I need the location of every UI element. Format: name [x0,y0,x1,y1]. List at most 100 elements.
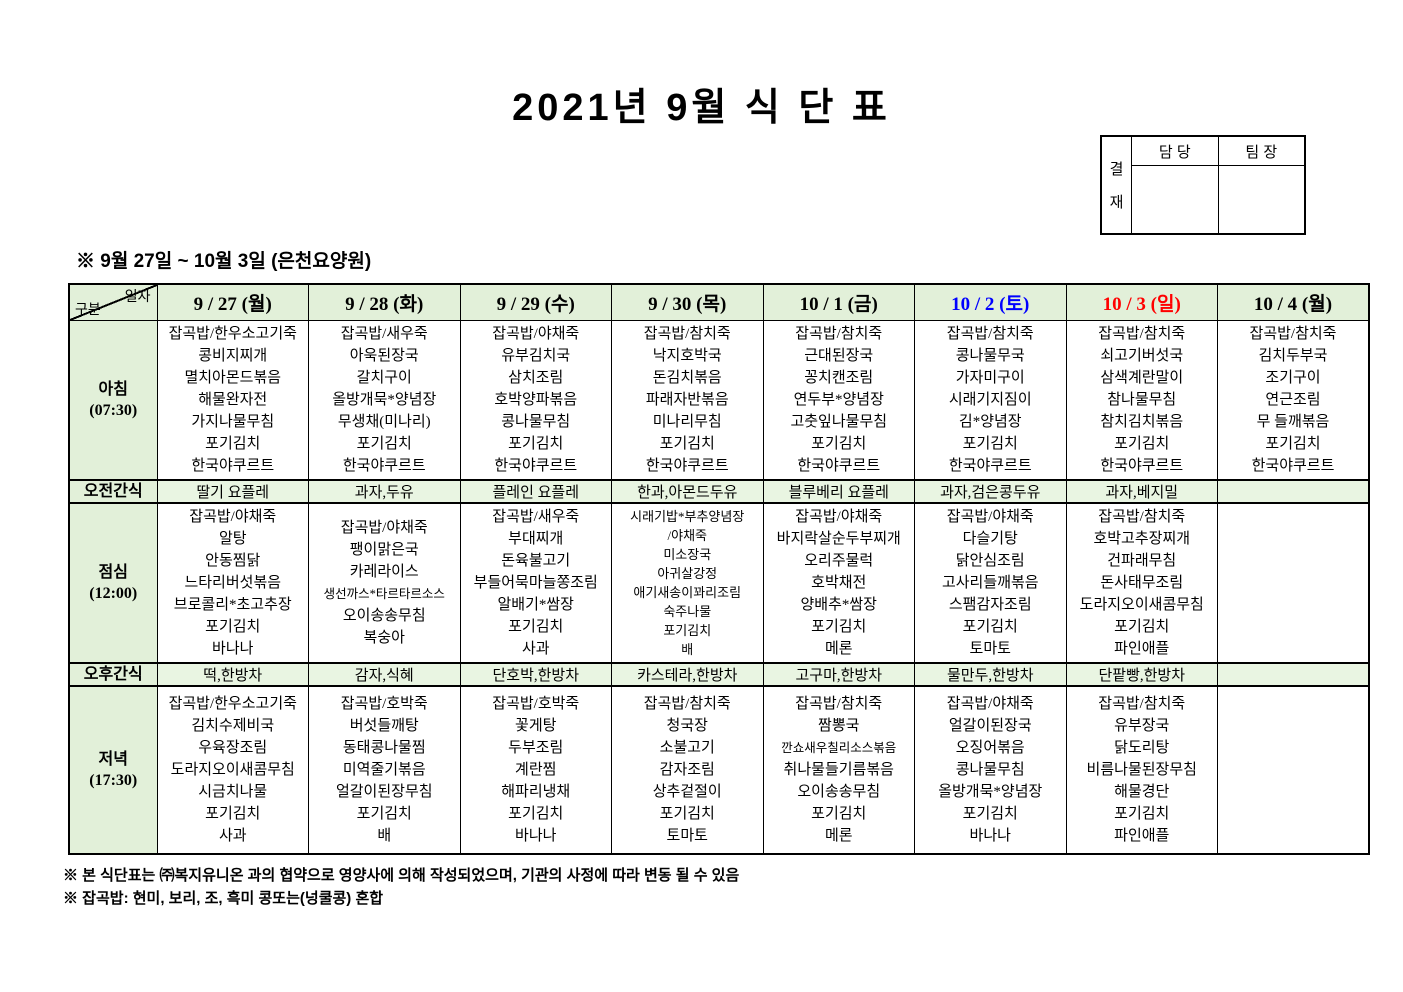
menu-item: 잡곡밥/참치죽 [946,325,1034,342]
menu-item: 멸치아몬드볶음 [184,369,282,386]
menu-item: 포기김치 [205,618,261,635]
menu-item: 부들어묵마늘쫑조림 [473,574,598,591]
menu-item: 바나나 [515,827,557,844]
approval-stamp-char: 재 [1109,194,1124,211]
am-snack-cell-3: 한과,아몬드두유 [611,478,764,504]
lunch-cell-5: 잡곡밥/야채죽 다슬기탕 닭안심조림 고사리들깨볶음 스팸감자조림 포기김치 토마토 [914,502,1067,663]
menu-item: 포기김치 [659,435,715,452]
breakfast-cell-6: 잡곡밥/참치죽 쇠고기버섯국 삼색계란말이 참나물무침 참치김치볶음 포기김치 한국야쿠르트 [1065,319,1218,480]
menu-item: 잡곡밥/한우소고기죽 [168,695,297,712]
menu-item: 건파래무침 [1107,552,1177,569]
pm-snack-cell-2: 단호박,한방차 [459,661,612,687]
menu-item: 갈치구이 [356,369,412,386]
menu-item: 오이송송무침 [342,607,426,624]
menu-item: 배 [681,641,694,657]
menu-item: 바나나 [212,640,254,657]
date-header-6: 10 / 3 (일) [1065,283,1218,321]
menu-item: 동태콩나물찜 [342,739,426,756]
menu-item: 우육장조림 [198,739,268,756]
dinner-cell-1: 잡곡밥/호박죽 버섯들깨탕 동태콩나물찜 미역줄기볶음 얼갈이된장무침 포기김치 배 [308,685,461,854]
menu-item: 미소장국 [663,546,712,562]
menu-item: 포기김치 [508,618,564,635]
menu-item: 한국야쿠르트 [645,457,729,474]
menu-item: 올방개묵*양념장 [332,391,437,408]
dinner-cell-5: 잡곡밥/야채죽 얼갈이된장국 오징어볶음 콩나물무침 올방개묵*양념장 포기김치 바나나 [914,685,1067,854]
menu-item: 콩나물무침 [955,761,1025,778]
menu-item: 김*양념장 [958,413,1022,430]
menu-item: 시금치나물 [198,783,268,800]
menu-item: 잡곡밥/참치죽 [1098,325,1186,342]
pm-snack-cell-5: 물만두,한방차 [914,661,1067,687]
menu-item: 유부김치국 [501,347,571,364]
menu-item: 콩나물무국 [955,347,1025,364]
menu-item: 잡곡밥/참치죽 [1098,508,1186,525]
menu-item: 김치두부국 [1258,347,1328,364]
menu-item: 잡곡밥/새우죽 [492,508,580,525]
row-label-am-snack: 오전간식 [68,478,158,504]
menu-item: 얼갈이된장무침 [335,783,433,800]
lunch-cell-4: 잡곡밥/야채죽 바지락살순두부찌개 오리주물럭 호박채전 양배추*쌈장 포기김치 메론 [762,502,915,663]
menu-item: 꽁치캔조림 [804,369,874,386]
menu-item: 고춧잎나물무침 [790,413,888,430]
menu-item: 연두부*양념장 [793,391,884,408]
menu-item: 잡곡밥/새우죽 [340,325,428,342]
row-label-lunch: 점심 (12:00) [68,502,158,663]
page-title: 2021년 9월 식 단 표 [512,87,891,129]
menu-item: 무생채(미나리) [337,413,431,430]
approval-col-teamjang: 팀 장 [1245,143,1278,161]
menu-item: 시래기밥*부추양념장 [630,508,745,524]
menu-item: 한국야쿠르트 [494,457,578,474]
menu-item: 포기김치 [811,618,867,635]
menu-item: 비름나물된장무침 [1086,761,1197,778]
menu-item: 낙지호박국 [652,347,722,364]
menu-item: 포기김치 [659,805,715,822]
menu-item: 가지나물무침 [191,413,275,430]
menu-item: 포기김치 [205,805,261,822]
menu-item: 도라지오이새콤무침 [170,761,295,778]
menu-item: 호박고추장찌개 [1093,530,1191,547]
lunch-cell-1: 잡곡밥/야채죽 팽이맑은국 카레라이스 생선까스*타르타르소스 오이송송무침 복숭아 [308,502,461,663]
menu-item: 포기김치 [356,435,412,452]
menu-item: 감자조림 [659,761,715,778]
menu-item: /야채죽 [667,527,708,543]
lunch-cell-6: 잡곡밥/참치죽 호박고추장찌개 건파래무침 돈사태무조림 도라지오이새콤무침 포기김치 파인… [1065,502,1218,663]
lunch-cell-2: 잡곡밥/새우죽 부대찌개 돈육불고기 부들어묵마늘쫑조림 알배기*쌈장 포기김치 사과 [459,502,612,663]
menu-item: 참치김치볶음 [1100,413,1184,430]
am-snack-cell-0: 딸기 요플레 [156,478,309,504]
menu-item: 계란찜 [515,761,557,778]
menu-item: 돈사태무조림 [1100,574,1184,591]
menu-item: 잡곡밥/참치죽 [795,695,883,712]
menu-item: 포기김치 [508,805,564,822]
menu-item: 유부장국 [1114,717,1170,734]
menu-item: 연근조림 [1265,391,1321,408]
menu-item: 미나리무침 [652,413,722,430]
approval-stamp-char: 결 [1109,161,1124,178]
menu-item: 브로콜리*초고추장 [173,596,292,613]
menu-item: 올방개묵*양념장 [938,783,1043,800]
menu-item: 오이송송무침 [797,783,881,800]
menu-item: 포기김치 [962,805,1018,822]
menu-item: 돈육불고기 [501,552,571,569]
menu-item: 호박채전 [811,574,867,591]
menu-item: 포기김치 [1114,618,1170,635]
menu-item: 바나나 [969,827,1011,844]
am-snack-cell-1: 과자,두유 [308,478,461,504]
corner-label-date: 일자 [124,288,151,304]
header-row: 일자 구분 9 / 27 (월) 9 / 28 (화) 9 / 29 (수) 9 / … [68,283,1370,321]
menu-item: 콩비지찌개 [198,347,268,364]
dinner-cell-7 [1217,685,1370,854]
menu-item: 잡곡밥/호박죽 [340,695,428,712]
menu-item: 부대찌개 [508,530,564,547]
am-snack-cell-2: 플레인 요플레 [459,478,612,504]
lunch-cell-0: 잡곡밥/야채죽 알탕 안동찜닭 느타리버섯볶음 브로콜리*초고추장 포기김치 바나나 [156,502,309,663]
menu-item: 한국야쿠르트 [797,457,881,474]
menu-item: 한국야쿠르트 [1100,457,1184,474]
menu-item: 두부조림 [508,739,564,756]
menu-item: 잡곡밥/참치죽 [1098,695,1186,712]
menu-item: 카레라이스 [349,563,419,580]
menu-item: 오징어볶음 [955,739,1025,756]
menu-item: 청국장 [666,717,708,734]
pm-snack-cell-4: 고구마,한방차 [762,661,915,687]
pm-snack-cell-3: 카스테라,한방차 [611,661,764,687]
